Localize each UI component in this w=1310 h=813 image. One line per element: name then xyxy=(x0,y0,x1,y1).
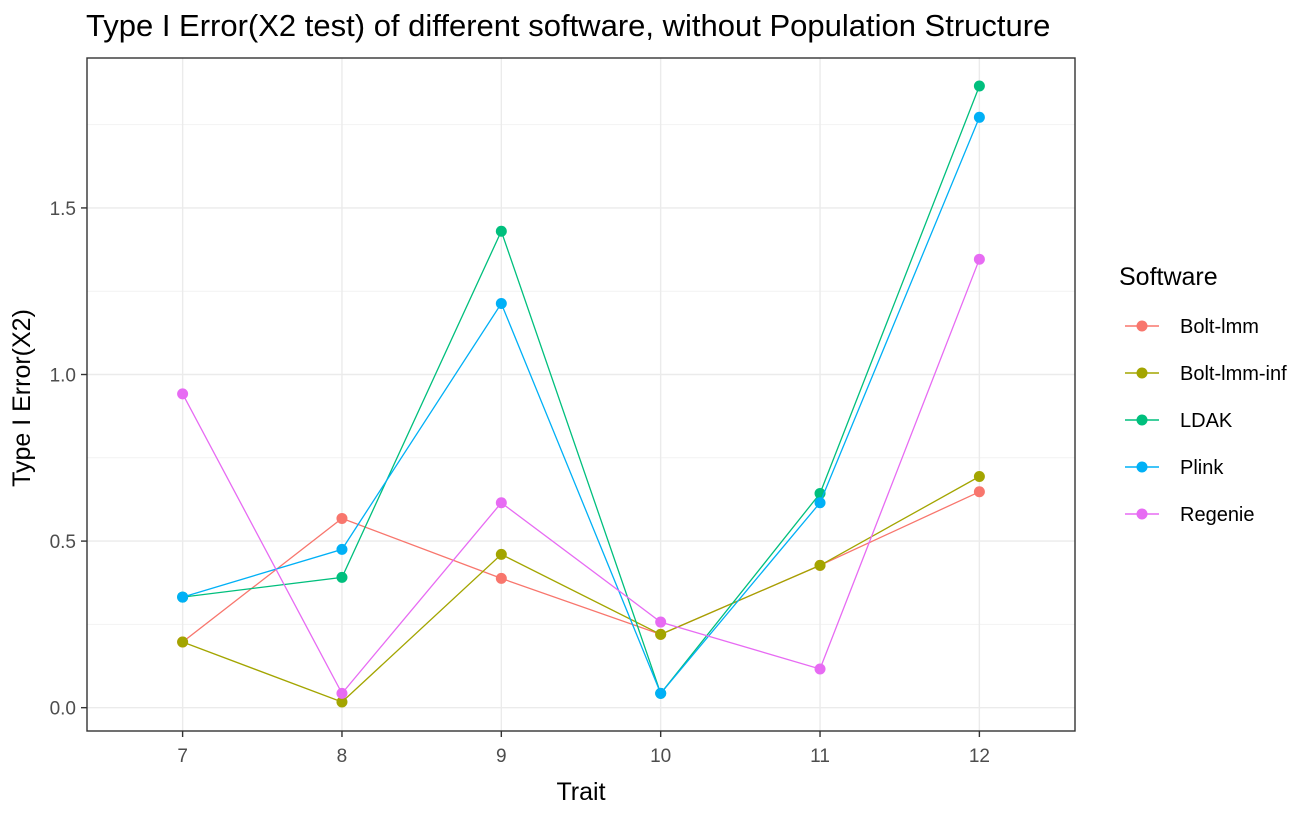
legend-key-point xyxy=(1136,367,1148,379)
series-line xyxy=(182,491,980,643)
series-line xyxy=(182,258,981,695)
data-point xyxy=(973,111,985,123)
x-tick-label: 10 xyxy=(650,746,671,767)
data-point xyxy=(655,687,667,699)
data-point xyxy=(177,591,189,603)
x-tick-label: 12 xyxy=(969,746,990,767)
legend-label: LDAK xyxy=(1180,410,1233,432)
series-plink xyxy=(177,111,985,699)
legend-item: Bolt-lmm-inf xyxy=(1125,363,1287,385)
data-point xyxy=(973,486,985,498)
series-layer xyxy=(177,80,985,708)
y-tick-label: 1.5 xyxy=(50,199,76,220)
data-point xyxy=(495,572,507,584)
data-point xyxy=(336,571,348,583)
legend-key-point xyxy=(1136,414,1148,426)
data-point xyxy=(177,388,189,400)
data-point xyxy=(655,616,667,628)
x-tick-label: 11 xyxy=(810,746,830,767)
x-tick-label: 9 xyxy=(496,746,507,767)
axis-ticks: 0.0 0.5 1.0 1.5 7 8 9 10 11 12 xyxy=(50,199,990,767)
x-tick-label: 8 xyxy=(337,746,348,767)
y-tick-label: 1.0 xyxy=(50,366,76,387)
y-axis-title: Type I Error(X2) xyxy=(8,309,36,487)
series-line xyxy=(182,85,981,695)
series-line xyxy=(182,117,981,695)
data-point xyxy=(973,80,985,92)
x-axis-title: Trait xyxy=(556,778,605,806)
data-point xyxy=(336,696,348,708)
legend-key-point xyxy=(1136,508,1148,520)
data-point xyxy=(495,548,507,560)
data-point xyxy=(973,470,985,482)
y-tick-label: 0.0 xyxy=(50,699,76,720)
data-point xyxy=(495,298,507,310)
data-point xyxy=(814,559,826,571)
data-point xyxy=(814,497,826,509)
legend-item: LDAK xyxy=(1125,410,1233,432)
legend-item: Bolt-lmm xyxy=(1125,316,1259,338)
series-bolt-lmm-inf xyxy=(177,470,985,708)
chart-title: Type I Error(X2 test) of different softw… xyxy=(86,8,1050,43)
legend-label: Plink xyxy=(1180,457,1224,479)
data-point xyxy=(336,512,348,524)
legend-label: Bolt-lmm-inf xyxy=(1180,363,1287,385)
x-tick-label: 7 xyxy=(177,746,188,767)
panel-border xyxy=(86,57,1076,732)
legend-label: Regenie xyxy=(1180,504,1255,526)
legend-key-point xyxy=(1136,320,1148,332)
legend-title: Software xyxy=(1119,263,1218,291)
legend-item: Regenie xyxy=(1125,504,1255,526)
data-point xyxy=(814,663,826,675)
data-point xyxy=(495,497,507,509)
legend-item: Plink xyxy=(1125,457,1224,479)
data-point xyxy=(336,687,348,699)
data-point xyxy=(655,628,667,640)
y-tick-label: 0.5 xyxy=(50,532,76,553)
series-bolt-lmm xyxy=(177,486,985,648)
data-point xyxy=(336,543,348,555)
data-point xyxy=(495,225,507,237)
grid xyxy=(87,58,1075,731)
data-point xyxy=(973,253,985,265)
data-point xyxy=(177,636,189,648)
legend: Software Bolt-lmm Bolt-lmm-inf LDAK Plink Re… xyxy=(1119,263,1287,526)
series-line xyxy=(182,475,980,703)
legend-label: Bolt-lmm xyxy=(1180,316,1259,338)
legend-key-point xyxy=(1136,461,1148,473)
series-regenie xyxy=(177,253,985,699)
